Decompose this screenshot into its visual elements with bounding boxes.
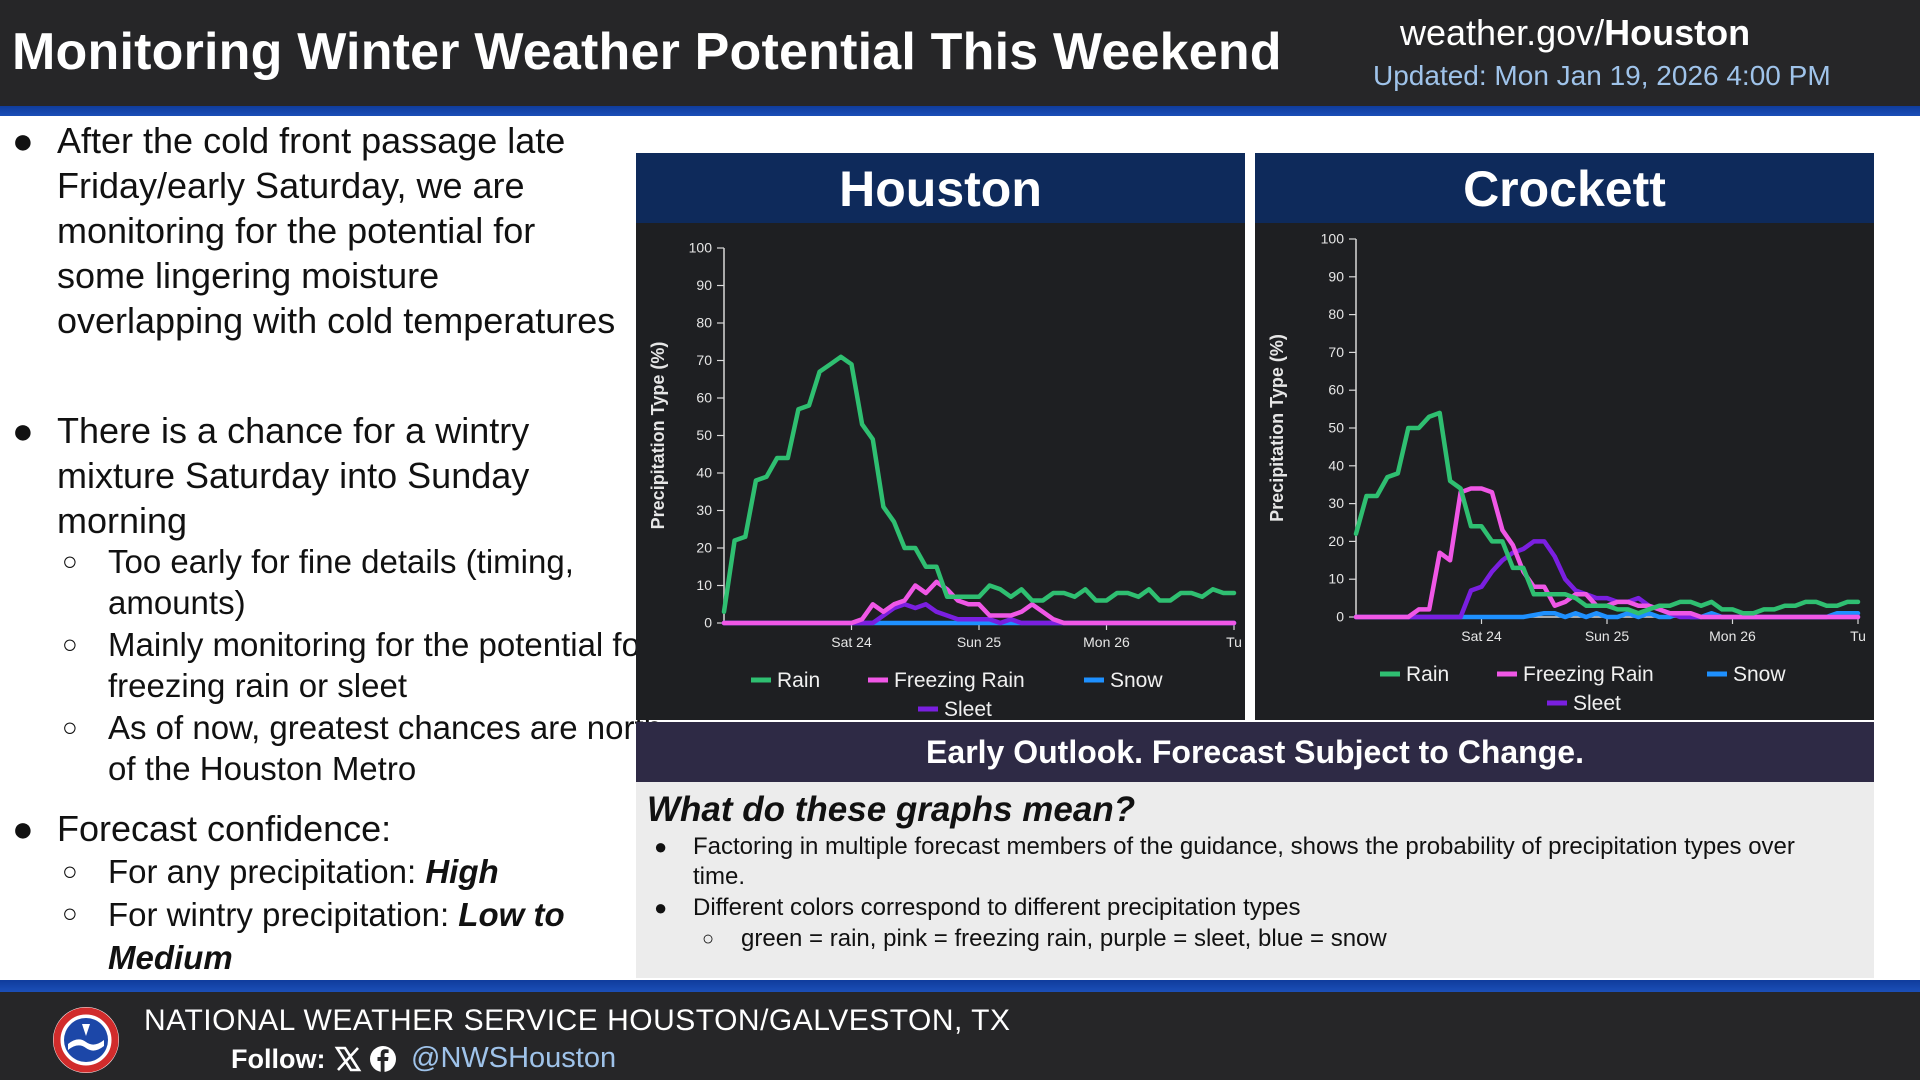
y-tick-label: 40 xyxy=(696,465,712,481)
footer-bar: NATIONAL WEATHER SERVICE HOUSTON/GALVEST… xyxy=(0,992,1920,1080)
confidence-value: High xyxy=(425,853,499,890)
series-line-rain xyxy=(721,354,1237,615)
confidence-value: Low to Medium xyxy=(108,896,565,976)
legend-label: Freezing Rain xyxy=(1523,663,1654,686)
x-tick-label: Tu xyxy=(1850,628,1866,644)
chart-panel-houston: Houston 0 10 20 30 40 50 60 70 80 90 100 Sat 24 Sun … xyxy=(636,153,1245,720)
chart-crockett: 0 10 20 30 40 50 60 70 80 90 100 Sat 24 Sun 25 Mon 26… xyxy=(1267,231,1866,716)
header-bar: Monitoring Winter Weather Potential This… xyxy=(0,0,1920,108)
site-office: Houston xyxy=(1604,12,1751,53)
follow-label: Follow: xyxy=(231,1044,326,1074)
social-handle[interactable]: @NWSHouston xyxy=(411,1042,617,1074)
nws-logo-icon xyxy=(53,1007,119,1073)
chart-panel-crockett: Crockett 0 10 20 30 40 50 60 70 80 90 100 Sat 24 Sun… xyxy=(1255,153,1874,720)
legend-label: Rain xyxy=(777,669,820,692)
y-tick-label: 0 xyxy=(1336,609,1344,625)
y-tick-label: 60 xyxy=(1328,382,1344,398)
explanation-box: What do these graphs mean? ● Factoring i… xyxy=(636,782,1874,978)
chart-title-houston: Houston xyxy=(636,153,1245,223)
y-tick-label: 30 xyxy=(1328,495,1344,511)
y-axis-label: Precipitation Type (%) xyxy=(1267,334,1287,522)
x-tick-label: Sun 25 xyxy=(1585,628,1630,644)
sub-bullet-circle: ○ xyxy=(702,928,715,950)
y-tick-label: 40 xyxy=(1328,457,1344,473)
x-tick-label: Mon 26 xyxy=(1083,634,1130,650)
y-tick-label: 20 xyxy=(1328,533,1344,549)
legend-label: Sleet xyxy=(1573,692,1621,715)
explanation-title: What do these graphs mean? xyxy=(647,790,1136,829)
series-line-rain xyxy=(1353,410,1861,616)
bullet-dot: ● xyxy=(654,895,668,920)
header-stripe xyxy=(0,106,1920,116)
bullet-dot: ● xyxy=(654,834,668,859)
sub-bullet-text: As of now, greatest chances are north of… xyxy=(108,709,662,787)
legend-label: Rain xyxy=(1406,663,1449,686)
sub-bullet-text: For any precipitation: High xyxy=(108,851,668,892)
legend-label: Sleet xyxy=(944,698,992,720)
y-tick-label: 30 xyxy=(696,502,712,518)
legend-label: Snow xyxy=(1733,663,1786,686)
y-tick-label: 10 xyxy=(696,577,712,593)
bullet-dot: ● xyxy=(12,120,34,161)
confidence-label: For any precipitation: xyxy=(108,853,426,890)
chart-title-crockett: Crockett xyxy=(1255,153,1874,223)
chart-houston: 0 10 20 30 40 50 60 70 80 90 100 Sat 24 Sun 25 Mon 26… xyxy=(648,240,1242,721)
series-line-freezing-rain xyxy=(721,579,1237,626)
x-tick-label: Mon 26 xyxy=(1709,628,1756,644)
updated-timestamp: Updated: Mon Jan 19, 2026 4:00 PM xyxy=(1373,60,1831,91)
y-tick-label: 90 xyxy=(696,277,712,293)
legend-label: Snow xyxy=(1110,669,1163,692)
y-tick-label: 70 xyxy=(1328,344,1344,360)
confidence-label: For wintry precipitation: xyxy=(108,896,459,933)
footer-stripe xyxy=(0,980,1920,992)
x-tick-label: Sun 25 xyxy=(957,634,1002,650)
y-tick-label: 50 xyxy=(696,427,712,443)
bullet-text: After the cold front passage late Friday… xyxy=(57,120,616,341)
y-tick-label: 80 xyxy=(696,315,712,331)
y-tick-label: 100 xyxy=(1321,231,1345,247)
page-title: Monitoring Winter Weather Potential This… xyxy=(12,23,1282,81)
y-tick-label: 10 xyxy=(1328,571,1344,587)
y-tick-label: 20 xyxy=(696,540,712,556)
sub-bullet-text: For wintry precipitation: Low to Medium xyxy=(108,893,668,979)
y-tick-label: 50 xyxy=(1328,420,1344,436)
website-link[interactable]: weather.gov/Houston xyxy=(1400,12,1750,54)
x-twitter-icon[interactable] xyxy=(334,1045,362,1073)
legend-label: Freezing Rain xyxy=(894,669,1025,692)
sub-bullet-text: Too early for fine details (timing, amou… xyxy=(108,543,574,621)
y-axis-label: Precipitation Type (%) xyxy=(648,342,668,530)
sub-bullet-circle: ○ xyxy=(62,629,78,659)
sub-bullet-circle: ○ xyxy=(62,856,78,886)
office-name: NATIONAL WEATHER SERVICE HOUSTON/GALVEST… xyxy=(144,1004,1011,1037)
x-tick-label: Tu xyxy=(1226,634,1242,650)
x-tick-label: Sat 24 xyxy=(1461,628,1502,644)
sub-bullet-circle: ○ xyxy=(62,712,78,742)
site-prefix: weather.gov/ xyxy=(1400,12,1605,53)
explanation-text: green = rain, pink = freezing rain, purp… xyxy=(741,925,1387,952)
y-tick-label: 0 xyxy=(704,615,712,631)
bullet-dot: ● xyxy=(12,808,34,849)
series-line-sleet xyxy=(721,602,1237,626)
sub-bullet-text: Mainly monitoring for the potential for … xyxy=(108,626,651,704)
sub-bullet-circle: ○ xyxy=(62,898,78,928)
facebook-icon[interactable] xyxy=(369,1045,397,1073)
y-tick-label: 80 xyxy=(1328,306,1344,322)
forecast-banner: Early Outlook. Forecast Subject to Chang… xyxy=(636,722,1874,782)
explanation-text: Different colors correspond to different… xyxy=(693,894,1301,921)
x-tick-label: Sat 24 xyxy=(831,634,872,650)
bullet-dot: ● xyxy=(12,410,34,451)
y-tick-label: 90 xyxy=(1328,268,1344,284)
y-tick-label: 100 xyxy=(689,240,713,256)
explanation-text: Factoring in multiple forecast members o… xyxy=(693,833,1795,890)
sub-bullet-circle: ○ xyxy=(62,546,78,576)
bullet-text: Forecast confidence: xyxy=(57,808,392,849)
y-tick-label: 60 xyxy=(696,390,712,406)
bullet-text: There is a chance for a wintry mixture S… xyxy=(57,410,530,541)
y-tick-label: 70 xyxy=(696,352,712,368)
